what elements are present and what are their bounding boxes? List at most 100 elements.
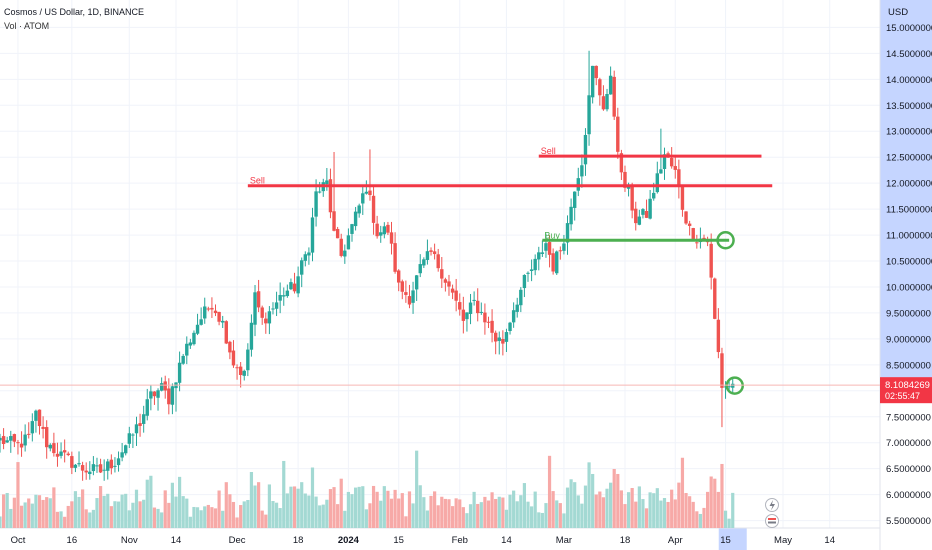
volume-bar — [684, 493, 688, 528]
volume-bar — [447, 499, 451, 528]
candle-body — [508, 322, 512, 332]
volume-bar — [497, 496, 501, 528]
volume-bar — [641, 499, 645, 528]
candle-body — [289, 282, 293, 290]
volume-bar — [181, 496, 185, 528]
candle-body — [461, 309, 466, 321]
volume-bar — [501, 497, 505, 528]
volume-bar — [37, 495, 42, 528]
volume-bar — [52, 487, 56, 528]
candle-body — [713, 278, 717, 319]
volume-bar — [587, 462, 591, 528]
volume-bar — [278, 508, 282, 528]
volume-bar — [206, 504, 210, 528]
volume-bar — [332, 487, 336, 528]
volume-bar — [303, 493, 307, 528]
volume-bar — [246, 499, 250, 528]
alert-icon[interactable] — [765, 514, 779, 528]
volume-bar — [709, 476, 713, 528]
volume-bar — [716, 491, 720, 528]
candle-body — [709, 243, 713, 278]
volume-bar — [720, 463, 724, 528]
candle-body — [533, 258, 537, 271]
candle-body — [486, 321, 491, 323]
volume-bar — [188, 516, 192, 528]
volume-bar — [458, 499, 462, 528]
candle-body — [364, 191, 369, 194]
y-tick-label: 7.0000000 — [886, 438, 931, 449]
volume-bars — [0, 450, 735, 528]
candle-body — [522, 274, 527, 289]
candle-body — [55, 453, 60, 457]
volume-bar — [217, 490, 221, 528]
x-tick-label: 15 — [720, 535, 731, 546]
candle-body — [310, 217, 315, 253]
volume-bar — [680, 457, 685, 528]
candle-body — [687, 223, 692, 226]
volume-bar — [677, 482, 681, 528]
volume-bar — [199, 510, 203, 528]
candle-body — [256, 291, 261, 308]
candle-body — [493, 332, 498, 342]
candle-body — [307, 252, 311, 256]
volume-bar — [691, 501, 695, 528]
y-tick-label: 6.0000000 — [886, 490, 931, 501]
volume-bar — [91, 509, 95, 528]
candle-body — [662, 154, 667, 170]
candle-body — [264, 318, 268, 324]
buy-label: Buy — [544, 230, 560, 240]
volume-bar — [170, 482, 175, 528]
x-tick-label: Oct — [11, 535, 26, 546]
volume-bar — [504, 509, 509, 528]
candle-body — [440, 269, 444, 279]
candle-body — [540, 252, 545, 254]
candle-body — [468, 302, 473, 314]
candle-body — [66, 453, 70, 456]
volume-bar — [411, 503, 415, 528]
candle-body — [134, 424, 139, 434]
volume-bar — [231, 501, 236, 528]
volume-bar — [433, 491, 437, 528]
volume-bar — [580, 503, 584, 528]
volume-bar — [34, 494, 38, 528]
volume-bar — [134, 489, 139, 528]
candle-body — [680, 186, 685, 210]
volume-bar — [659, 500, 663, 528]
candle-body — [170, 386, 175, 405]
volume-bar — [267, 484, 271, 528]
y-tick-label: 9.0000000 — [886, 334, 931, 345]
candle-body — [152, 391, 157, 397]
candle-body — [648, 198, 652, 219]
candle-body — [167, 388, 171, 405]
candle-body — [1, 436, 6, 445]
y-tick-label: 11.0000000 — [886, 231, 932, 242]
volume-bar — [98, 486, 103, 528]
candle-body — [432, 251, 437, 255]
y-tick-label: 8.5000000 — [886, 360, 931, 371]
candle-body — [242, 370, 246, 376]
volume-bar — [264, 514, 268, 528]
candle-body — [52, 443, 56, 454]
candle-body — [418, 264, 422, 274]
candle-body — [343, 250, 347, 257]
candle-body — [590, 65, 595, 98]
volume-bar — [253, 485, 257, 528]
volume-bar — [346, 491, 351, 528]
volume-bar — [30, 503, 34, 528]
candle-body — [48, 444, 52, 449]
candle-body — [720, 353, 724, 388]
volume-bar — [163, 490, 167, 528]
candle-body — [314, 191, 318, 217]
volume-bar — [569, 479, 573, 528]
candle-body — [16, 442, 20, 444]
y-tick-label: 6.5000000 — [886, 464, 931, 475]
volume-bar — [436, 505, 440, 528]
candle-body — [551, 253, 555, 272]
x-tick-label: Mar — [556, 535, 572, 546]
volume-bar — [235, 517, 239, 528]
candle-body — [605, 94, 609, 110]
volume-bar — [5, 493, 9, 528]
bolt-icon[interactable] — [765, 498, 779, 512]
volume-bar — [249, 471, 254, 528]
